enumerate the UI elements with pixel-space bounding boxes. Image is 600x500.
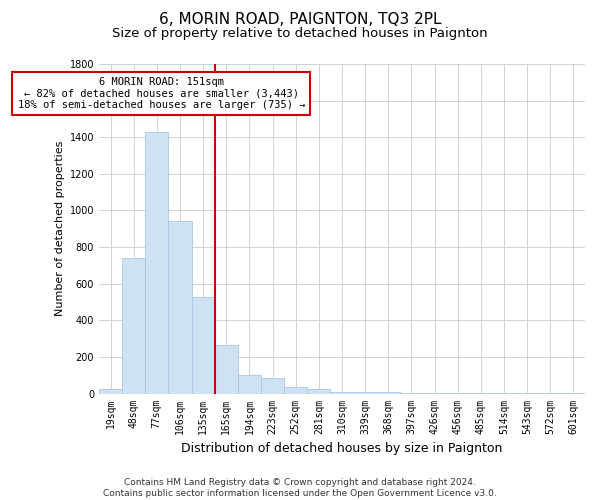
Bar xyxy=(515,392,539,394)
Bar xyxy=(423,392,446,394)
Y-axis label: Number of detached properties: Number of detached properties xyxy=(55,141,65,316)
X-axis label: Distribution of detached houses by size in Paignton: Distribution of detached houses by size … xyxy=(181,442,503,455)
Bar xyxy=(446,392,469,394)
Bar xyxy=(353,392,377,394)
Bar xyxy=(469,392,493,394)
Bar xyxy=(99,389,122,394)
Bar xyxy=(377,392,400,394)
Bar xyxy=(191,296,215,394)
Bar xyxy=(493,392,515,394)
Bar xyxy=(562,392,585,394)
Bar xyxy=(238,375,261,394)
Text: Contains HM Land Registry data © Crown copyright and database right 2024.
Contai: Contains HM Land Registry data © Crown c… xyxy=(103,478,497,498)
Bar xyxy=(215,345,238,394)
Bar xyxy=(122,258,145,394)
Bar xyxy=(145,132,169,394)
Bar xyxy=(307,389,331,394)
Bar xyxy=(261,378,284,394)
Text: 6, MORIN ROAD, PAIGNTON, TQ3 2PL: 6, MORIN ROAD, PAIGNTON, TQ3 2PL xyxy=(159,12,441,28)
Bar xyxy=(169,222,191,394)
Bar xyxy=(331,392,353,394)
Text: 6 MORIN ROAD: 151sqm
← 82% of detached houses are smaller (3,443)
18% of semi-de: 6 MORIN ROAD: 151sqm ← 82% of detached h… xyxy=(18,77,305,110)
Text: Size of property relative to detached houses in Paignton: Size of property relative to detached ho… xyxy=(112,28,488,40)
Bar xyxy=(400,392,423,394)
Bar xyxy=(284,386,307,394)
Bar xyxy=(539,392,562,394)
